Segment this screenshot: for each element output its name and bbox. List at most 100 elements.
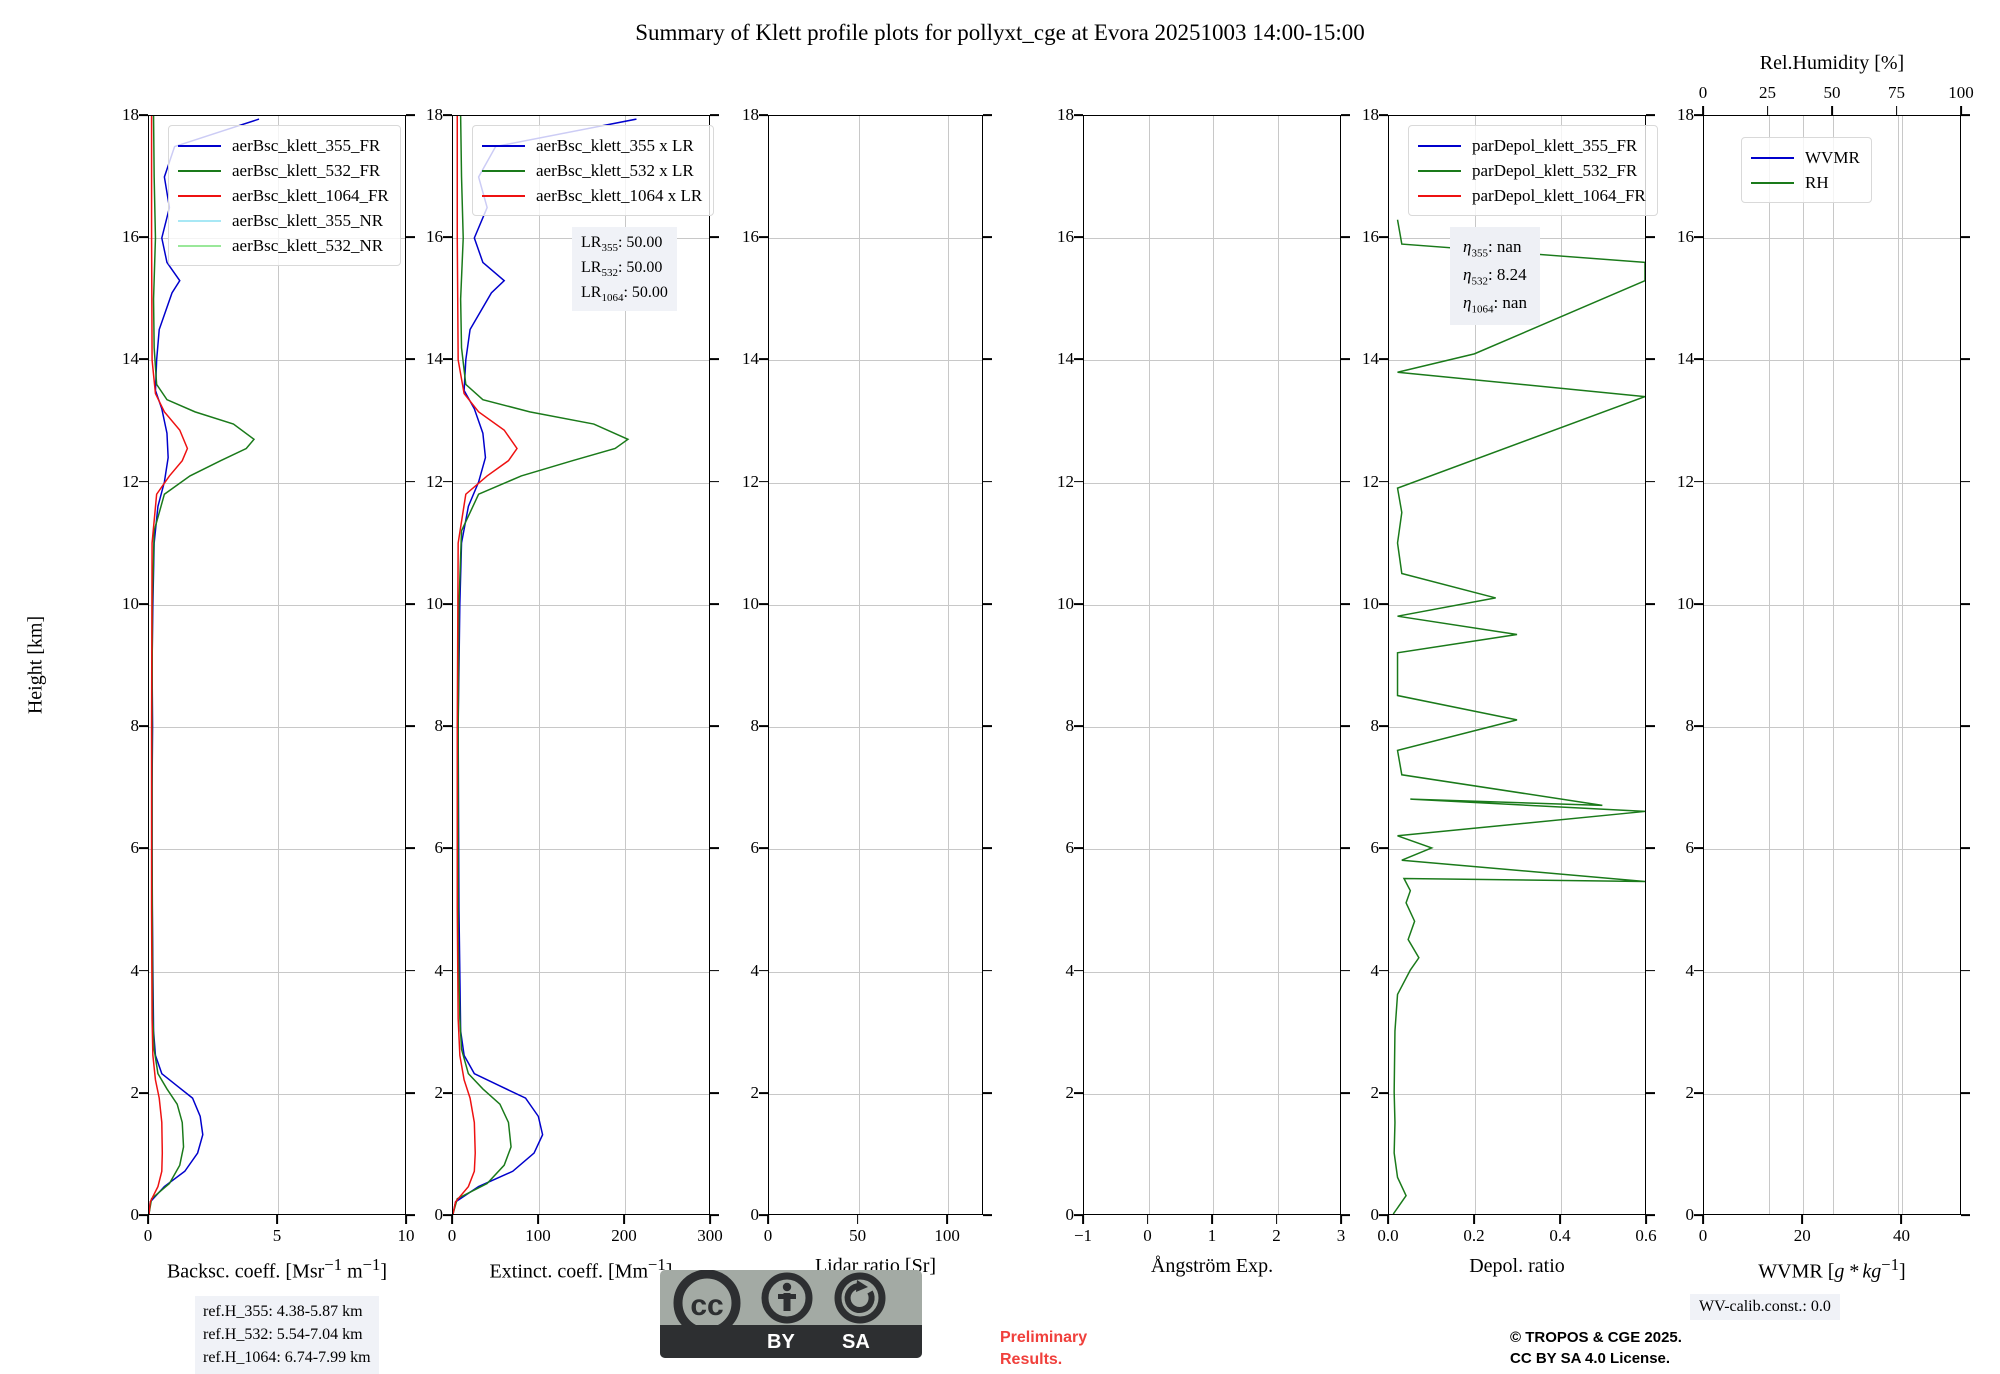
y-tick-label: 14 [1677,349,1694,369]
y-tick-mark-right [710,1091,719,1094]
y-tick-mark [1379,602,1388,605]
y-tick-mark [759,236,768,239]
y-tick-mark-right [406,725,415,728]
x-tick-label: 0 [1698,1226,1708,1245]
svg-text:cc: cc [690,1289,723,1322]
legend-label: parDepol_klett_532_FR [1472,160,1638,180]
y-tick-mark-right [1646,969,1655,972]
legend-label: aerBsc_klett_532_NR [232,235,384,255]
y-tick-mark-right [983,236,992,239]
y-tick-mark [759,725,768,728]
gridline-horizontal [1704,1093,1960,1095]
legend-extinction[interactable]: aerBsc_klett_355 x LR aerBsc_klett_532 x … [472,125,715,216]
y-tick-mark-right [1646,1214,1655,1216]
legend-backscatter[interactable]: aerBsc_klett_355_FR aerBsc_klett_532_FR ae… [168,125,401,266]
y-tick-mark [1694,602,1703,605]
legend-item: aerBsc_klett_355_NR [178,208,389,233]
gridline-vertical-top [1768,116,1770,1214]
y-tick-mark-right [406,1214,415,1216]
gridline-horizontal [769,849,982,851]
gridline-horizontal [1084,849,1340,851]
plot-area-angstrom [1083,115,1341,1215]
x-tick-mark [1559,1215,1561,1224]
y-axis-label: Height [km] [24,615,47,715]
y-tick-mark [139,236,148,239]
legend-label: aerBsc_klett_532 x LR [536,160,694,180]
gridline-horizontal [453,360,709,362]
y-tick-mark-right [406,969,415,972]
y-tick-label: 8 [434,716,444,736]
legend-item: RH [1751,170,1860,195]
gridline-horizontal [453,727,709,729]
y-tick-label: 4 [750,960,760,980]
gridline-horizontal [1389,360,1645,362]
y-tick-label: 12 [742,471,759,491]
y-tick-label: 10 [742,593,759,613]
top-x-tick-label: 100 [1948,83,1974,102]
legend-wvmr[interactable]: WVMR RH [1741,137,1872,203]
x-tick-label: −1 [1073,1226,1093,1245]
lidar-ratio-value: LR355: 50.00 [581,234,663,255]
y-tick-mark-right [710,725,719,728]
legend-label: parDepol_klett_355_FR [1472,135,1638,155]
curve-layer [1704,116,1960,1214]
y-tick-mark [1074,725,1083,728]
x-tick-mark [1900,1215,1903,1224]
y-tick-label: 14 [1057,349,1074,369]
series-aerBsc_klett_1064 x LR [453,116,518,1214]
curve-layer [149,116,260,1214]
y-tick-mark-right [1341,480,1350,483]
gridline-vertical [1803,116,1805,1214]
cc-license-badge: cc BY SA [660,1270,922,1358]
y-tick-mark-right [1961,602,1970,605]
y-tick-label: 0 [434,1205,444,1224]
gridline-horizontal [769,360,982,362]
gridline-horizontal [453,482,709,484]
y-tick-label: 18 [122,105,139,124]
lidar-ratio-info-box: LR355: 50.00 LR532: 50.00 LR1064: 50.00 [572,227,677,312]
preliminary-line-2: Results. [1000,1350,1063,1368]
legend-depol-ratio[interactable]: parDepol_klett_355_FR parDepol_klett_532_… [1408,125,1658,216]
gridline-horizontal [1389,971,1645,973]
y-tick-mark-right [1341,1091,1350,1094]
y-tick-label: 8 [130,716,140,736]
y-tick-mark-right [1341,602,1350,605]
x-tick-mark [451,1215,453,1224]
y-tick-mark-right [1341,1214,1350,1216]
y-tick-mark [1379,114,1388,116]
y-tick-label: 2 [1065,1082,1075,1102]
gridline-horizontal [149,360,405,362]
y-tick-mark [1379,480,1388,483]
legend-label: aerBsc_klett_1064_FR [232,185,389,205]
y-tick-label: 2 [1685,1082,1695,1102]
y-tick-label: 6 [130,838,140,858]
y-tick-label: 18 [1057,105,1074,124]
y-tick-mark [1379,236,1388,239]
legend-label: aerBsc_klett_355_NR [232,210,384,230]
y-tick-label: 10 [122,593,139,613]
y-tick-label: 16 [1057,227,1074,247]
y-tick-label: 4 [130,960,140,980]
gridline-horizontal [769,238,982,240]
x-tick-mark [946,1215,949,1224]
y-tick-label: 8 [750,716,760,736]
legend-item: aerBsc_klett_1064_FR [178,183,389,208]
gridline-vertical-top [1833,116,1834,1214]
y-tick-mark [1074,847,1083,850]
y-tick-label: 14 [122,349,139,369]
x-tick-label: 0 [447,1226,457,1245]
y-tick-mark-right [406,236,415,239]
gridline-vertical [948,116,950,1214]
legend-label: aerBsc_klett_532_FR [232,160,381,180]
top-x-tick-mark [1895,106,1898,115]
y-tick-label: 16 [742,227,759,247]
y-tick-mark [139,480,148,483]
gridline-vertical [278,116,279,1214]
y-tick-label: 4 [1370,960,1380,980]
y-tick-label: 2 [750,1082,760,1102]
y-tick-mark-right [1961,358,1970,361]
y-tick-label: 18 [742,105,759,124]
badge-strip [660,1325,922,1358]
y-tick-mark [443,114,452,116]
top-x-tick-label: 0 [1698,83,1708,102]
